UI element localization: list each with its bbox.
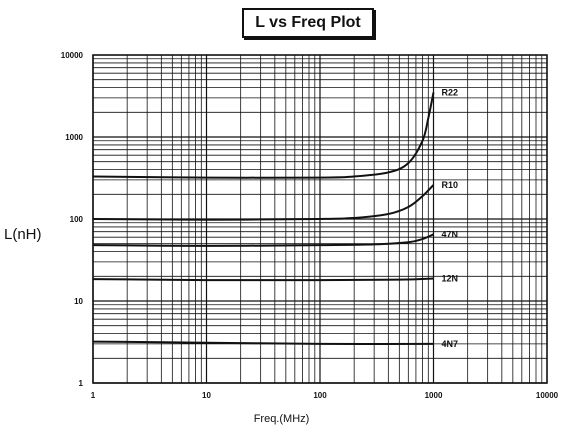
series-line-r10 <box>92 184 435 221</box>
x-tick-label: 10 <box>202 391 211 400</box>
x-axis-label: Freq.(MHz) <box>253 413 310 425</box>
tick-labels: 1 10 100 1000 10000 1 10 100 1000 10000 <box>61 51 559 400</box>
series-line-12n <box>92 277 434 282</box>
y-axis-label: L(nH) <box>4 226 42 243</box>
y-tick-label: 1000 <box>65 133 83 142</box>
x-tick-label: 10000 <box>536 391 559 400</box>
x-tick-label: 1 <box>91 391 96 400</box>
x-tick-label: 100 <box>313 391 327 400</box>
y-tick-label: 100 <box>70 215 84 224</box>
series-label: R22 <box>442 87 459 97</box>
series-line-47n <box>92 233 434 247</box>
y-tick-label: 10000 <box>61 51 84 60</box>
series-label: 12N <box>442 274 459 284</box>
chart-title: L vs Freq Plot <box>242 8 374 38</box>
x-tick-label: 1000 <box>425 391 443 400</box>
y-tick-label: 1 <box>79 379 84 388</box>
series-label: 4N7 <box>442 339 459 349</box>
y-tick-label: 10 <box>74 297 83 306</box>
series-label: 47N <box>442 229 459 239</box>
series-line-4n7 <box>92 340 434 345</box>
series-lines: R22 R10 47N 12N 4N7 <box>92 87 459 349</box>
series-line-r22 <box>92 92 435 179</box>
series-label: R10 <box>442 180 459 190</box>
